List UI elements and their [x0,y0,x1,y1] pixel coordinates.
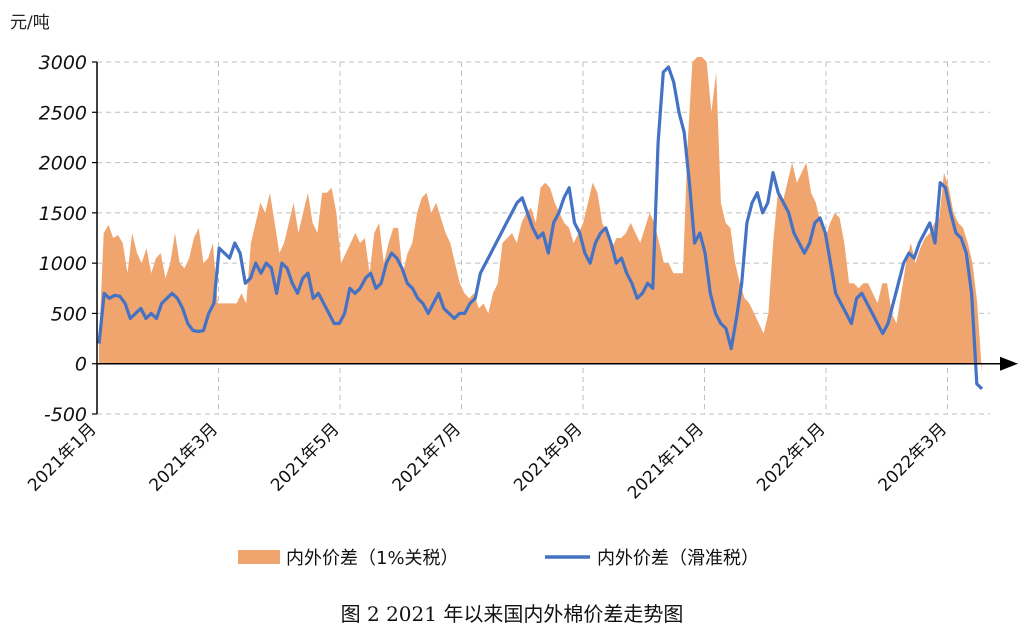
y-tick-label: 3000 [39,52,87,74]
legend-label-area: 内外价差（1%关税） [286,548,459,569]
legend-swatch-area [238,550,280,564]
legend-label-line: 内外价差（滑准税） [597,548,759,569]
series-layer [97,57,984,391]
x-axis-arrow-icon [1000,356,1018,371]
x-tick-label: 2021年3月 [146,419,222,495]
x-tick-label: 2021年5月 [267,419,343,495]
y-tick-label: 1000 [39,253,87,275]
legend: 内外价差（1%关税） 内外价差（滑准税） [238,548,759,569]
y-axis-unit-label: 元/吨 [10,13,50,33]
series-line-sliding-tariff [97,65,984,391]
x-tick-label: 2021年9月 [510,419,586,495]
y-tick-label: 2500 [39,102,87,124]
x-tick-label: 2021年11月 [624,419,708,503]
x-tick-label: 2022年1月 [753,419,829,495]
series-area-1pct-tariff [99,57,982,374]
y-tick-label: 2000 [39,153,87,175]
y-tick-label: -500 [44,404,87,426]
y-tick-label: 500 [51,303,87,325]
x-tick-label: 2021年1月 [24,419,100,495]
y-tick-label: 0 [75,354,87,376]
x-tick-label: 2021年7月 [389,419,465,495]
x-tick-label: 2022年3月 [875,419,951,495]
y-tick-label: 1500 [39,203,87,225]
figure-caption: 图 2 2021 年以来国内外棉价差走势图 [340,602,684,626]
